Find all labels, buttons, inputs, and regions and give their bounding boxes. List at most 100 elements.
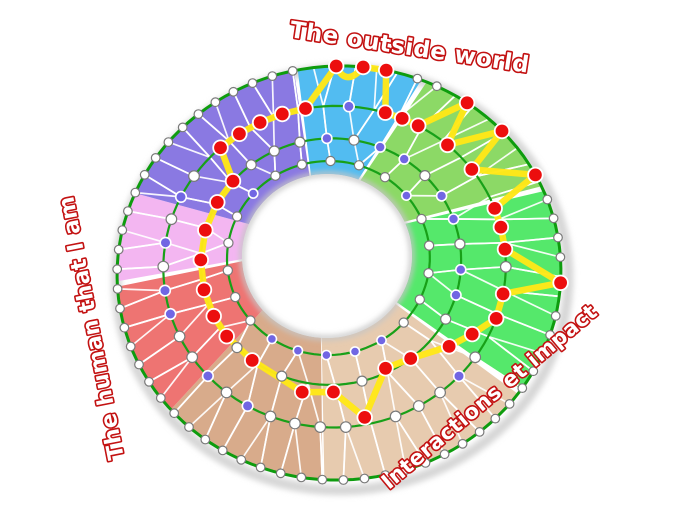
path-node-12[interactable] bbox=[458, 94, 476, 112]
path-node-19[interactable] bbox=[496, 240, 514, 258]
node-r4-16[interactable] bbox=[222, 265, 233, 276]
node-outer-24[interactable] bbox=[504, 399, 515, 409]
node-r2-26[interactable] bbox=[220, 386, 233, 399]
node-outer-51[interactable] bbox=[113, 244, 124, 255]
node-r3-6[interactable] bbox=[447, 213, 460, 225]
node-outer-57[interactable] bbox=[163, 137, 174, 148]
path-node-27[interactable] bbox=[356, 409, 373, 426]
node-r4-4[interactable] bbox=[416, 213, 427, 225]
node-r2-22[interactable] bbox=[314, 421, 327, 434]
node-outer-42[interactable] bbox=[169, 408, 180, 419]
node-outer-44[interactable] bbox=[144, 376, 154, 387]
node-outer-46[interactable] bbox=[125, 341, 136, 352]
node-r2-33[interactable] bbox=[159, 236, 172, 249]
node-r3-29[interactable] bbox=[294, 136, 306, 148]
path-node-26[interactable] bbox=[377, 360, 394, 377]
node-r3-28[interactable] bbox=[268, 145, 280, 157]
node-r4-11[interactable] bbox=[320, 349, 332, 361]
node-outer-5[interactable] bbox=[431, 81, 442, 92]
node-r2-32[interactable] bbox=[157, 260, 170, 273]
path-node-3[interactable] bbox=[274, 105, 291, 123]
node-outer-15[interactable] bbox=[553, 232, 563, 243]
node-r3-3[interactable] bbox=[398, 153, 411, 165]
node-outer-59[interactable] bbox=[193, 109, 204, 119]
node-outer-26[interactable] bbox=[474, 427, 485, 437]
node-r4-5[interactable] bbox=[423, 240, 435, 251]
node-r4-20[interactable] bbox=[270, 170, 281, 181]
path-node-29[interactable] bbox=[294, 383, 311, 401]
node-r3-9[interactable] bbox=[450, 289, 462, 301]
node-outer-23[interactable] bbox=[517, 383, 528, 394]
node-outer-33[interactable] bbox=[338, 475, 349, 485]
node-outer-48[interactable] bbox=[115, 303, 125, 314]
node-r2-25[interactable] bbox=[241, 399, 254, 413]
node-r4-7[interactable] bbox=[414, 294, 425, 305]
node-r4-1[interactable] bbox=[353, 160, 365, 171]
node-outer-52[interactable] bbox=[117, 225, 128, 236]
path-node-37[interactable] bbox=[224, 172, 242, 190]
node-r4-12[interactable] bbox=[292, 345, 304, 357]
path-node-35[interactable] bbox=[197, 221, 214, 239]
path-node-33[interactable] bbox=[195, 281, 213, 299]
node-outer-30[interactable] bbox=[400, 465, 411, 475]
sector-red[interactable] bbox=[117, 261, 263, 410]
node-outer-35[interactable] bbox=[296, 472, 307, 483]
node-outer-34[interactable] bbox=[317, 474, 328, 485]
path-node-30[interactable] bbox=[243, 352, 261, 369]
node-r2-18[interactable] bbox=[412, 400, 425, 412]
path-node-5[interactable] bbox=[328, 57, 345, 75]
node-r3-17[interactable] bbox=[276, 370, 288, 382]
path-node-14[interactable] bbox=[493, 122, 511, 140]
node-outer-61[interactable] bbox=[228, 86, 239, 97]
node-r4-15[interactable] bbox=[230, 291, 241, 303]
node-outer-39[interactable] bbox=[217, 445, 228, 456]
node-r4-6[interactable] bbox=[423, 268, 434, 279]
node-outer-41[interactable] bbox=[184, 422, 194, 432]
path-node-28[interactable] bbox=[325, 383, 342, 401]
path-node-0[interactable] bbox=[212, 139, 229, 156]
node-r3-7[interactable] bbox=[454, 238, 466, 250]
node-r4-0[interactable] bbox=[325, 155, 336, 167]
node-outer-53[interactable] bbox=[122, 206, 133, 217]
node-r3-0[interactable] bbox=[321, 132, 333, 145]
node-outer-55[interactable] bbox=[139, 169, 150, 180]
node-outer-47[interactable] bbox=[119, 322, 130, 333]
path-node-7[interactable] bbox=[355, 58, 372, 76]
node-r2-30[interactable] bbox=[164, 307, 177, 321]
node-outer-58[interactable] bbox=[177, 122, 188, 133]
path-node-24[interactable] bbox=[440, 338, 458, 355]
path-node-16[interactable] bbox=[527, 166, 544, 184]
path-node-1[interactable] bbox=[231, 125, 248, 143]
node-r2-17[interactable] bbox=[434, 386, 447, 399]
node-outer-63[interactable] bbox=[267, 71, 278, 81]
node-outer-38[interactable] bbox=[236, 454, 247, 465]
node-outer-43[interactable] bbox=[155, 393, 166, 403]
node-r4-17[interactable] bbox=[223, 237, 234, 249]
node-outer-13[interactable] bbox=[542, 194, 553, 205]
node-r2-27[interactable] bbox=[201, 369, 214, 383]
node-r2-11[interactable] bbox=[499, 260, 512, 273]
node-r4-13[interactable] bbox=[266, 333, 278, 345]
path-node-15[interactable] bbox=[463, 161, 481, 178]
node-outer-45[interactable] bbox=[134, 359, 144, 370]
node-r2-31[interactable] bbox=[158, 284, 172, 297]
path-node-9[interactable] bbox=[377, 104, 394, 121]
node-r3-27[interactable] bbox=[245, 159, 257, 171]
node-outer-49[interactable] bbox=[112, 284, 123, 294]
path-node-34[interactable] bbox=[192, 251, 210, 269]
path-node-17[interactable] bbox=[486, 200, 503, 217]
node-outer-32[interactable] bbox=[359, 473, 370, 484]
node-r4-18[interactable] bbox=[231, 211, 243, 222]
node-outer-29[interactable] bbox=[420, 458, 431, 468]
node-outer-40[interactable] bbox=[200, 434, 211, 445]
path-node-23[interactable] bbox=[464, 325, 481, 343]
node-outer-62[interactable] bbox=[247, 78, 258, 88]
node-outer-19[interactable] bbox=[550, 311, 561, 321]
path-node-2[interactable] bbox=[251, 114, 269, 131]
node-r2-15[interactable] bbox=[469, 351, 482, 364]
node-r4-3[interactable] bbox=[400, 190, 412, 201]
node-r2-21[interactable] bbox=[339, 421, 352, 434]
node-r2-24[interactable] bbox=[264, 410, 277, 423]
node-r2-23[interactable] bbox=[289, 417, 301, 430]
path-node-21[interactable] bbox=[494, 285, 512, 303]
